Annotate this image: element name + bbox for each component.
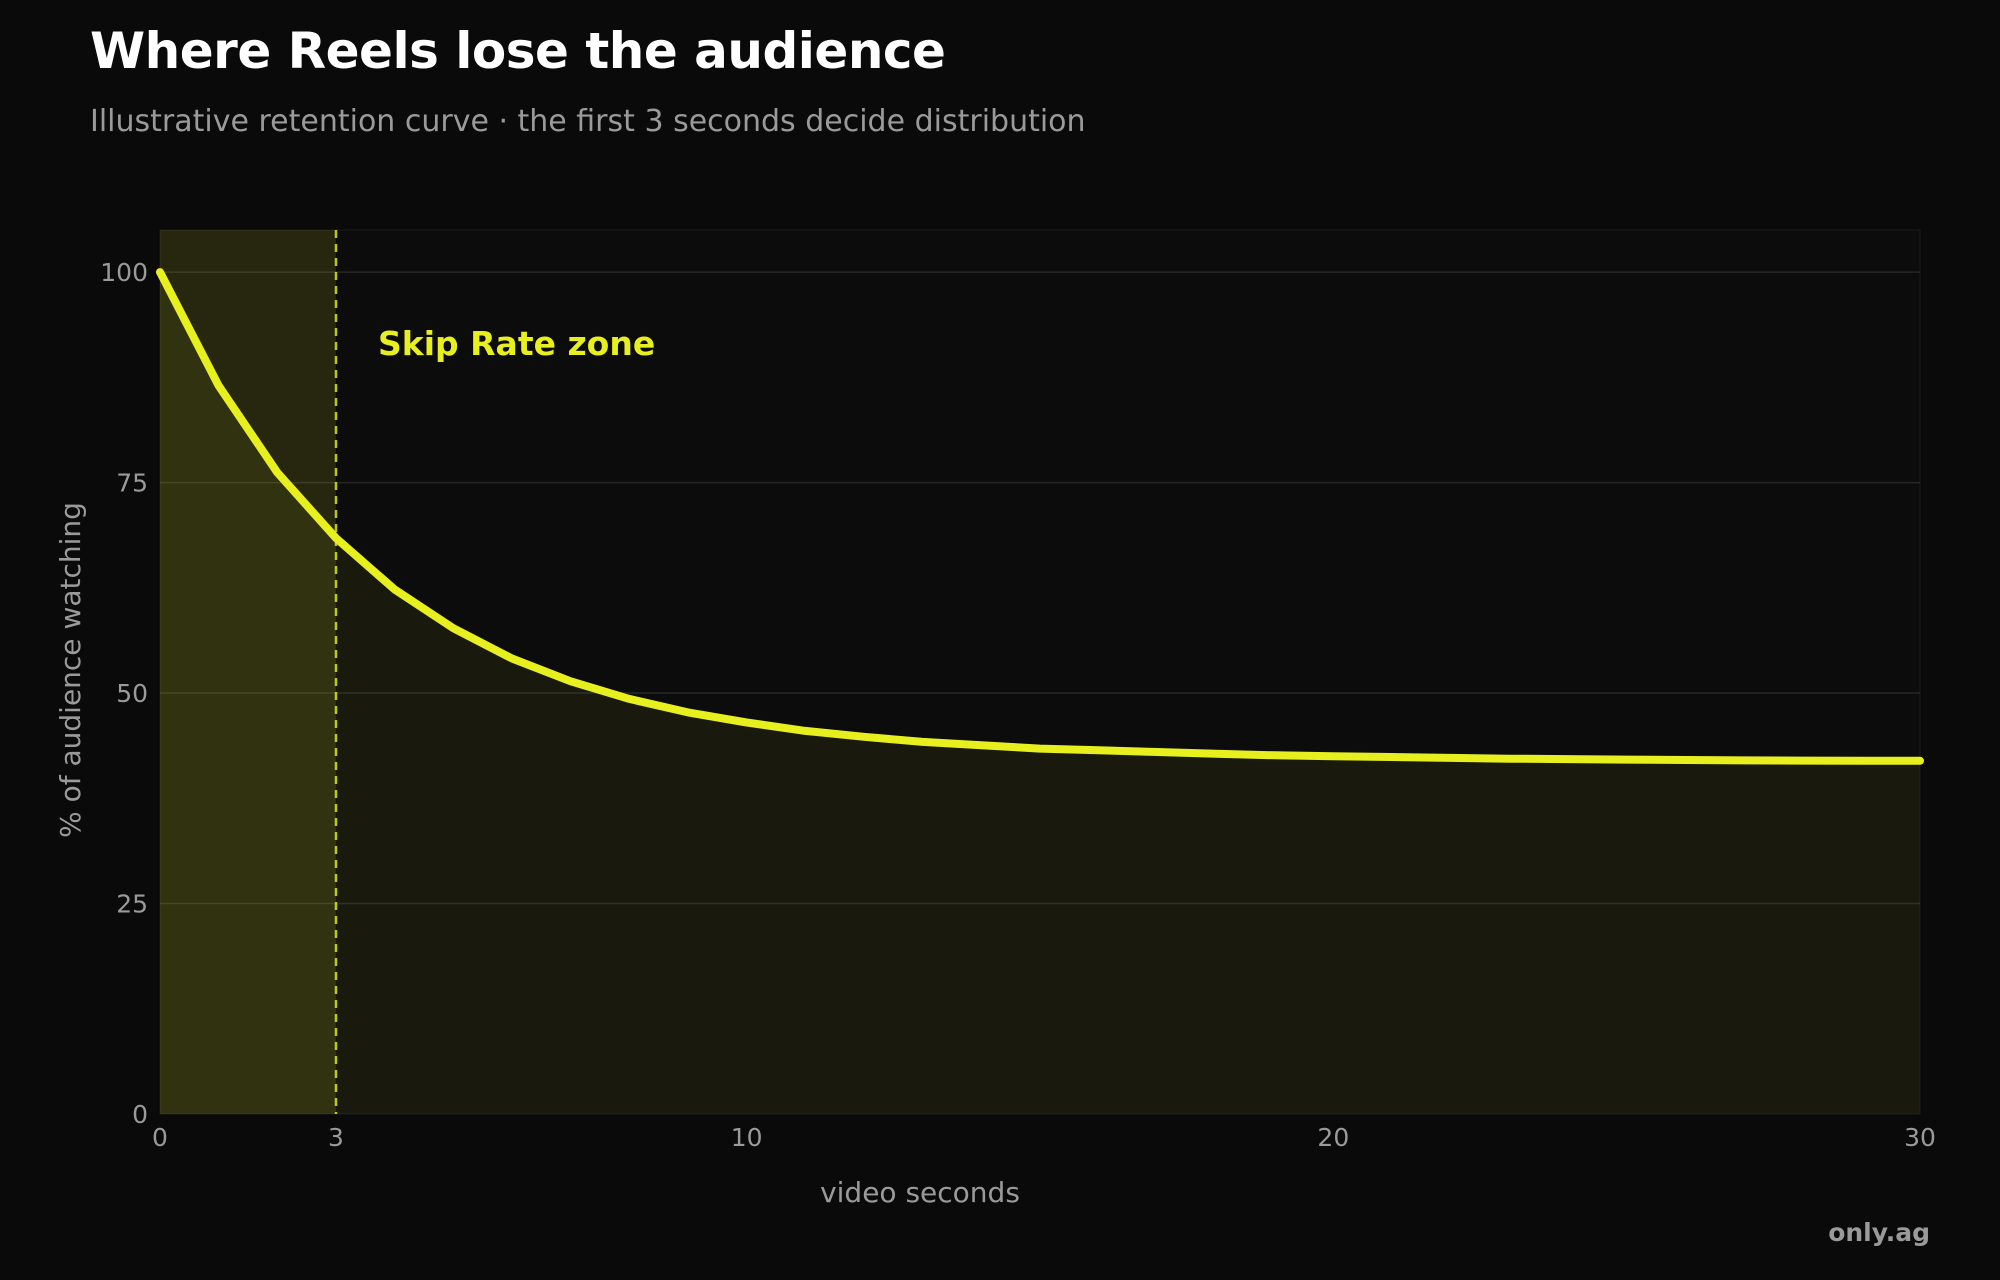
- y-tick-label: 0: [132, 1100, 148, 1129]
- credit-label: only.ag: [1828, 1218, 1930, 1247]
- x-tick-label: 20: [1317, 1123, 1349, 1152]
- chart-title: Where Reels lose the audience: [90, 22, 946, 80]
- x-tick-label: 30: [1904, 1123, 1936, 1152]
- x-tick-label: 10: [731, 1123, 763, 1152]
- skip-rate-zone: [160, 230, 336, 1114]
- x-tick-label: 3: [328, 1123, 344, 1152]
- chart-subtitle: Illustrative retention curve · the first…: [90, 104, 1086, 139]
- y-axis-label: % of audience watching: [54, 502, 87, 838]
- retention-line: [156, 268, 1924, 765]
- y-tick-label: 75: [116, 469, 148, 498]
- y-tick-label: 25: [116, 890, 148, 919]
- y-tick-label: 100: [100, 258, 148, 287]
- x-axis-label: video seconds: [820, 1176, 1020, 1209]
- y-tick-label: 50: [116, 679, 148, 708]
- retention-area: [160, 272, 1920, 1115]
- plot-area: [159, 229, 1921, 1115]
- skip-rate-zone-label: Skip Rate zone: [378, 324, 655, 363]
- x-tick-label: 0: [152, 1123, 168, 1152]
